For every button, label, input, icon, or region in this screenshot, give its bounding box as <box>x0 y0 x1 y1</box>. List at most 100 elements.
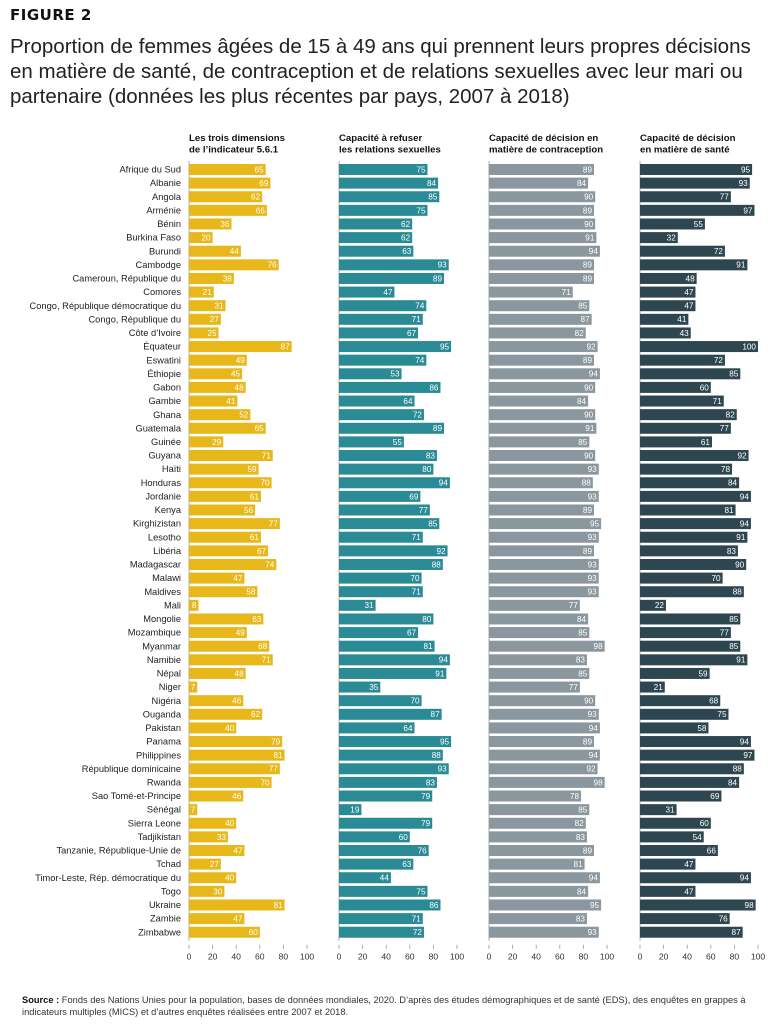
bar-value-label: 83 <box>576 656 586 665</box>
bar <box>489 708 599 720</box>
bar <box>189 776 272 788</box>
bar <box>640 272 697 284</box>
bar-value-label: 93 <box>588 710 598 719</box>
bar <box>189 450 273 462</box>
bar-value-label: 65 <box>255 165 265 174</box>
bar <box>339 858 414 870</box>
bar-value-label: 78 <box>721 465 731 474</box>
bar <box>339 776 437 788</box>
bar <box>489 913 587 925</box>
bar-value-label: 84 <box>427 179 437 188</box>
bar-value-label: 85 <box>729 642 739 651</box>
bar <box>189 259 279 271</box>
bar <box>339 450 437 462</box>
bar <box>640 831 704 843</box>
bar <box>339 572 422 584</box>
category-label: Cambodge <box>136 260 181 270</box>
x-tick-label: 40 <box>531 952 541 962</box>
bar-value-label: 77 <box>269 520 279 529</box>
bar <box>189 627 247 639</box>
bar <box>640 354 725 366</box>
bar-value-label: 94 <box>589 724 599 733</box>
bar <box>339 586 423 598</box>
x-tick-label: 20 <box>208 952 218 962</box>
bar <box>339 395 415 407</box>
bar-value-label: 77 <box>419 506 429 515</box>
bar-value-label: 31 <box>364 601 374 610</box>
bar <box>189 804 198 816</box>
bar-value-label: 27 <box>210 860 220 869</box>
bar <box>489 531 599 543</box>
bar-value-label: 64 <box>403 397 413 406</box>
bar-value-label: 70 <box>260 778 270 787</box>
bar <box>339 913 423 925</box>
bar-value-label: 83 <box>576 833 586 842</box>
bar <box>189 463 259 475</box>
bar <box>189 341 292 353</box>
category-label: Zimbabwe <box>138 927 181 937</box>
bar <box>189 899 285 911</box>
bar <box>339 599 376 611</box>
bar <box>189 436 224 448</box>
bar-value-label: 91 <box>585 234 595 243</box>
bar <box>640 177 750 189</box>
bar <box>339 368 402 380</box>
bar-value-label: 7 <box>191 683 196 692</box>
bar <box>489 395 589 407</box>
bar-value-label: 60 <box>700 819 710 828</box>
bar-value-label: 36 <box>220 220 230 229</box>
bar-value-label: 100 <box>742 342 756 351</box>
category-label: Congo, République du <box>88 314 181 324</box>
bar <box>339 286 395 298</box>
bar-value-label: 85 <box>578 806 588 815</box>
panel-title: Capacité de décision en <box>489 133 598 144</box>
bar <box>489 763 598 775</box>
panel-title: Capacité de décision <box>640 133 736 144</box>
bar-value-label: 77 <box>569 683 579 692</box>
bar-value-label: 94 <box>740 874 750 883</box>
bar-value-label: 79 <box>421 819 431 828</box>
bar <box>339 872 391 884</box>
bar-value-label: 63 <box>252 615 262 624</box>
category-label: Timor-Leste, Rép. démocratique du <box>35 873 181 883</box>
bar <box>189 640 270 652</box>
bar-value-label: 65 <box>255 424 265 433</box>
bar <box>189 586 258 598</box>
panel-title: les relations sexuelles <box>339 145 441 156</box>
bar-value-label: 93 <box>588 560 598 569</box>
bar <box>189 558 277 570</box>
bar <box>640 736 751 748</box>
bar-value-label: 72 <box>714 247 724 256</box>
bar-value-label: 77 <box>269 765 279 774</box>
bar <box>489 613 589 625</box>
bar <box>489 627 590 639</box>
bar-value-label: 90 <box>584 697 594 706</box>
bar <box>339 354 427 366</box>
bar <box>339 177 439 189</box>
bar <box>489 776 605 788</box>
bar-value-label: 66 <box>707 846 717 855</box>
bar-value-label: 79 <box>271 737 281 746</box>
bar <box>189 695 244 707</box>
bar <box>489 872 600 884</box>
bar-value-label: 91 <box>435 669 445 678</box>
bar <box>189 681 198 693</box>
bar-value-label: 47 <box>684 887 694 896</box>
bar <box>640 858 696 870</box>
bar <box>640 422 731 434</box>
category-label: Maldives <box>144 587 181 597</box>
bar <box>640 681 665 693</box>
bar-value-label: 47 <box>383 288 393 297</box>
bar-value-label: 83 <box>426 778 436 787</box>
bar <box>339 736 452 748</box>
bar-value-label: 88 <box>432 560 442 569</box>
bar-value-label: 93 <box>588 492 598 501</box>
bar-value-label: 41 <box>226 397 236 406</box>
bar-value-label: 19 <box>350 806 360 815</box>
bar-value-label: 21 <box>203 288 213 297</box>
bar-value-label: 75 <box>416 206 426 215</box>
bar <box>339 245 414 257</box>
category-label: Équateur <box>143 342 181 352</box>
bar-value-label: 58 <box>246 588 256 597</box>
bar <box>489 899 602 911</box>
